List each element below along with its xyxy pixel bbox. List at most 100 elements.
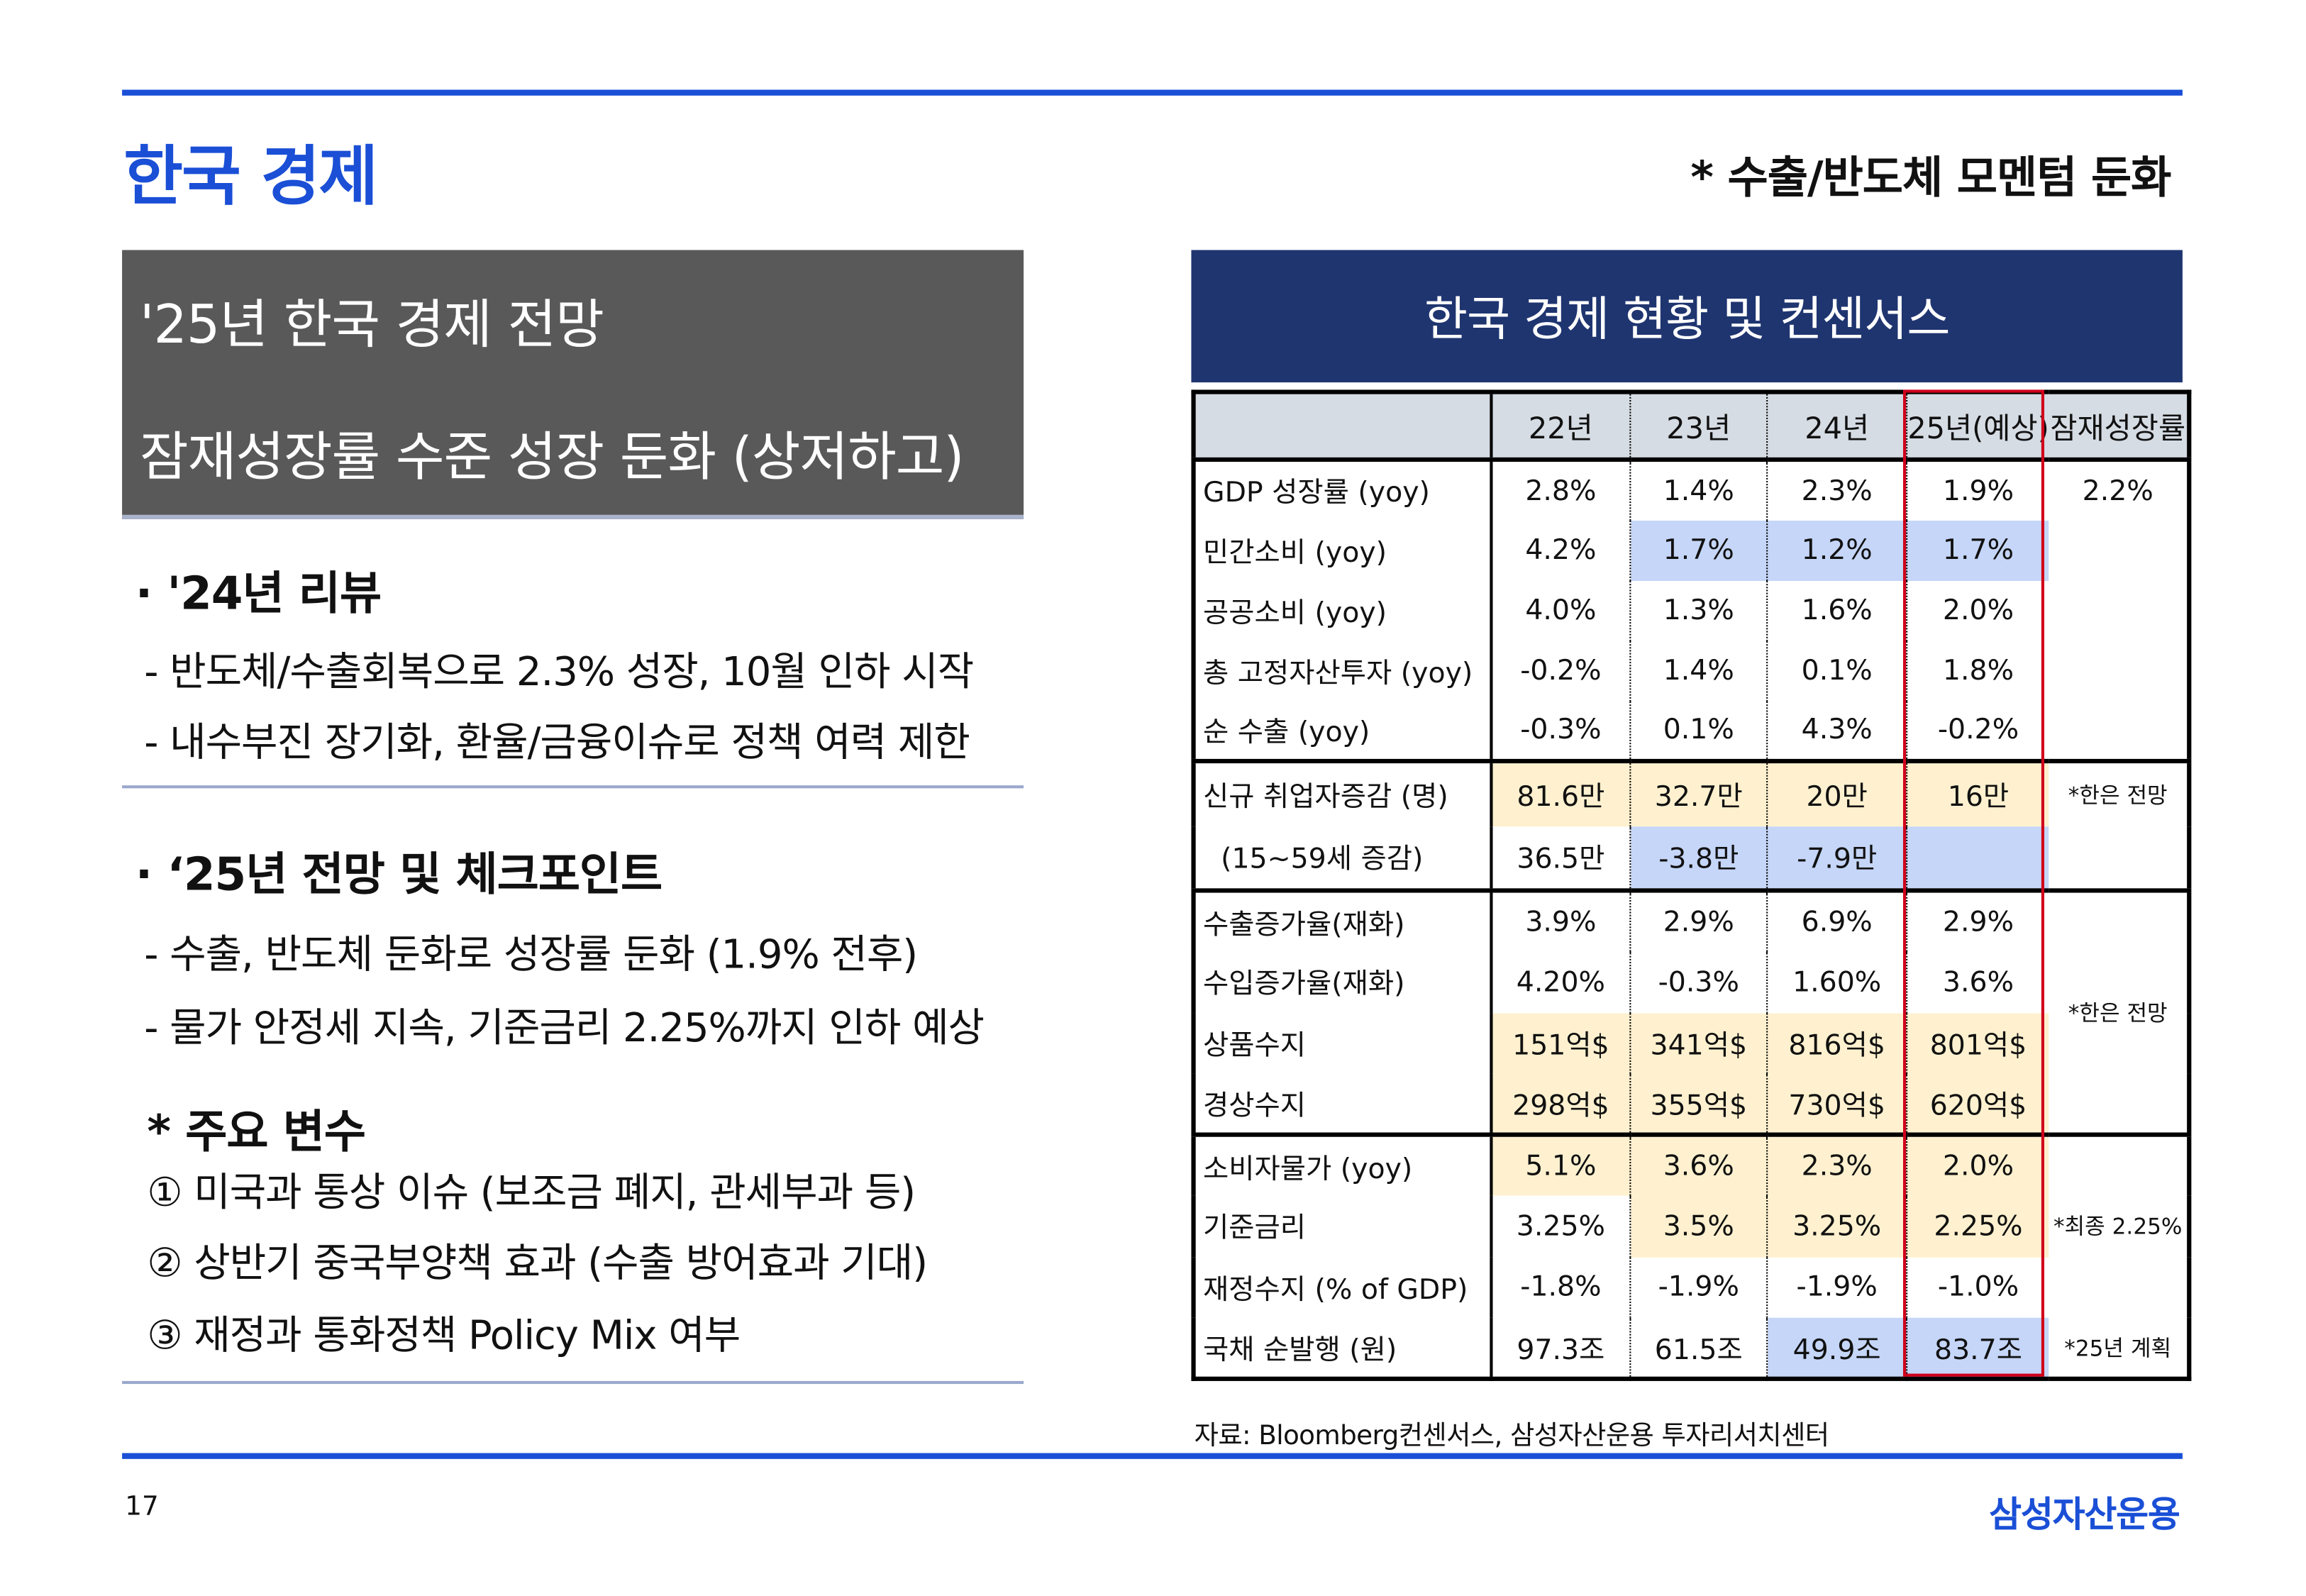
brand-logo: 삼성자산운용 xyxy=(1989,1494,2180,1536)
top-rule xyxy=(122,89,2183,96)
note-cell xyxy=(2049,580,2189,641)
value-cell: 2.25% xyxy=(1907,1195,2049,1257)
review-heading: · '24년 리뷰 xyxy=(135,567,382,621)
value-cell: 1.6% xyxy=(1767,580,1908,641)
value-cell: -1.9% xyxy=(1767,1256,1908,1318)
value-cell: 2.0% xyxy=(1907,1132,2049,1196)
table-row: 총 고정자산투자 (yoy) -0.2% 1.4% 0.1% 1.8% xyxy=(1193,640,2189,701)
value-cell: 81.6만 xyxy=(1490,758,1631,826)
note-cell xyxy=(2049,701,2189,761)
row-label: 공공소비 (yoy) xyxy=(1193,580,1492,641)
note-cell: *최종 2.25% xyxy=(2053,1214,2183,1241)
value-cell: 1.8% xyxy=(1942,654,2014,687)
table-row: 국채 순발행 (원) 97.3조 61.5조 49.9조 83.7조 *25년 계획 xyxy=(1193,1317,2189,1379)
divider xyxy=(122,785,1024,789)
value-cell: 83.7조 xyxy=(1907,1317,2049,1379)
value-cell: 1.7% xyxy=(1907,519,2049,580)
value-cell: 2.9% xyxy=(1630,888,1768,952)
value-cell: 2.3% xyxy=(1767,459,1908,520)
column-header: 잠재성장률 xyxy=(2049,392,2189,462)
table-header-row: 22년 23년 24년 25년(예상) 잠재성장률 xyxy=(1193,392,2189,462)
table-row: 신규 취업자증감 (명) 81.6만 32.7만 20만 16만 *한은 전망 xyxy=(1193,758,2189,826)
value-cell: 1.2% xyxy=(1767,519,1908,580)
value-cell: 1.3% xyxy=(1630,580,1768,641)
value-cell: 61.5조 xyxy=(1630,1317,1768,1379)
row-label: GDP 성장률 (yoy) xyxy=(1193,459,1492,520)
table-row: 소비자물가 (yoy) 5.1% 3.6% 2.3% 2.0% xyxy=(1193,1132,2189,1196)
value-cell: 620억$ xyxy=(1907,1073,2049,1135)
value-cell: -0.2% xyxy=(1490,640,1631,701)
row-label: 기준금리 xyxy=(1193,1195,1492,1257)
value-cell: 36.5만 xyxy=(1490,826,1631,891)
column-header: 23년 xyxy=(1630,392,1768,462)
table-row: 순 수출 (yoy) -0.3% 0.1% 4.3% -0.2% xyxy=(1193,700,2189,761)
outlook-box: '25년 한국 경제 전망 잠재성장률 수준 성장 둔화 (상저하고) xyxy=(122,250,1024,519)
bottom-rule xyxy=(122,1453,2183,1459)
note-cell xyxy=(2049,641,2189,701)
row-label: 민간소비 (yoy) xyxy=(1193,519,1492,580)
value-cell: 3.6% xyxy=(1942,965,2014,999)
value-cell: 801억$ xyxy=(1907,1012,2049,1074)
value-cell: -3.8만 xyxy=(1630,826,1768,891)
value-cell: 341억$ xyxy=(1630,1012,1768,1074)
value-cell: 3.9% xyxy=(1490,888,1631,952)
source-note: 자료: Bloomberg컨센서스, 삼성자산운용 투자리서치센터 xyxy=(1194,1420,1830,1452)
table-row: 재정수지 (% of GDP) -1.8% -1.9% -1.9% -1.0% xyxy=(1193,1256,2189,1318)
row-label: 상품수지 xyxy=(1193,1012,1492,1074)
value-cell: -0.2% xyxy=(1937,714,2019,746)
note-cell xyxy=(2049,1132,2189,1196)
value-cell: 730억$ xyxy=(1767,1073,1908,1135)
outlook-item: - 물가 안정세 지속, 기준금리 2.25%까지 인하 예상 xyxy=(144,1006,985,1052)
value-cell: 4.3% xyxy=(1767,700,1908,761)
value-cell: 2.9% xyxy=(1907,888,2049,952)
value-cell: 1.7% xyxy=(1630,519,1768,580)
value-cell: 3.6% xyxy=(1630,1132,1768,1196)
row-label: 순 수출 (yoy) xyxy=(1193,700,1492,761)
row-label: 수출증가율(재화) xyxy=(1193,888,1492,952)
table-row: 경상수지 298억$ 355억$ 730억$ 620억$ xyxy=(1193,1073,2189,1135)
column-header: 22년 xyxy=(1490,392,1631,462)
row-label: (15~59세 증감) xyxy=(1193,826,1492,891)
page-number: 17 xyxy=(125,1491,159,1522)
value-cell xyxy=(1907,826,2049,891)
page-title: 한국 경제 xyxy=(123,139,378,215)
value-cell: 49.9조 xyxy=(1767,1317,1908,1379)
value-cell: 1.9% xyxy=(1942,475,2014,507)
divider xyxy=(122,1380,1024,1385)
table-row: 공공소비 (yoy) 4.0% 1.3% 1.6% 2.0% xyxy=(1193,580,2189,641)
value-cell: 3.25% xyxy=(1767,1195,1908,1257)
value-cell: 1.4% xyxy=(1630,640,1768,701)
table-row: 상품수지 151억$ 341억$ 816억$ 801억$ xyxy=(1193,1012,2189,1074)
value-cell: 97.3조 xyxy=(1490,1317,1631,1379)
row-label: 재정수지 (% of GDP) xyxy=(1193,1256,1492,1318)
value-cell: 4.20% xyxy=(1490,951,1631,1013)
column-header: 24년 xyxy=(1767,392,1908,462)
value-cell: -1.9% xyxy=(1630,1256,1768,1318)
value-cell: 1.60% xyxy=(1767,951,1908,1013)
variable-item: ① 미국과 통상 이슈 (보조금 폐지, 관세부과 등) xyxy=(147,1170,916,1217)
note-cell: *25년 계획 xyxy=(2064,1334,2172,1361)
value-cell: 4.2% xyxy=(1490,519,1631,580)
table-row: 수입증가율(재화) 4.20% -0.3% 1.60% 3.6% xyxy=(1193,951,2189,1013)
value-cell: 151억$ xyxy=(1490,1012,1631,1074)
value-cell: 2.0% xyxy=(1942,594,2014,627)
value-cell: 5.1% xyxy=(1490,1132,1631,1196)
note-cell xyxy=(2049,520,2189,580)
row-label: 경상수지 xyxy=(1193,1073,1492,1135)
table-row: 기준금리 3.25% 3.5% 3.25% 2.25% *최종 2.25% xyxy=(1193,1195,2189,1257)
value-cell: 1.4% xyxy=(1630,459,1768,520)
table-row: 수출증가율(재화) 3.9% 2.9% 6.9% 2.9% *한은 전망 xyxy=(1193,888,2189,1135)
outlook-item: - 수출, 반도체 둔화로 성장률 둔화 (1.9% 전후) xyxy=(144,932,918,978)
row-label: 신규 취업자증감 (명) xyxy=(1193,758,1492,826)
row-label: 국채 순발행 (원) xyxy=(1193,1317,1492,1379)
note-cell: 2.2% xyxy=(2082,475,2153,507)
column-header: 25년(예상) xyxy=(1907,392,2049,462)
consensus-table: 22년 23년 24년 25년(예상) 잠재성장률 GDP 성장률 (yoy) 2.8% 1.… xyxy=(1191,389,2191,1381)
value-cell: 6.9% xyxy=(1767,888,1908,952)
variable-item: ③ 재정과 통화정책 Policy Mix 여부 xyxy=(147,1313,741,1359)
value-cell: 2.3% xyxy=(1767,1132,1908,1196)
row-label: 소비자물가 (yoy) xyxy=(1193,1132,1492,1196)
value-cell: 2.8% xyxy=(1490,459,1631,520)
table-title: 한국 경제 현황 및 컨센서스 xyxy=(1191,250,2183,383)
